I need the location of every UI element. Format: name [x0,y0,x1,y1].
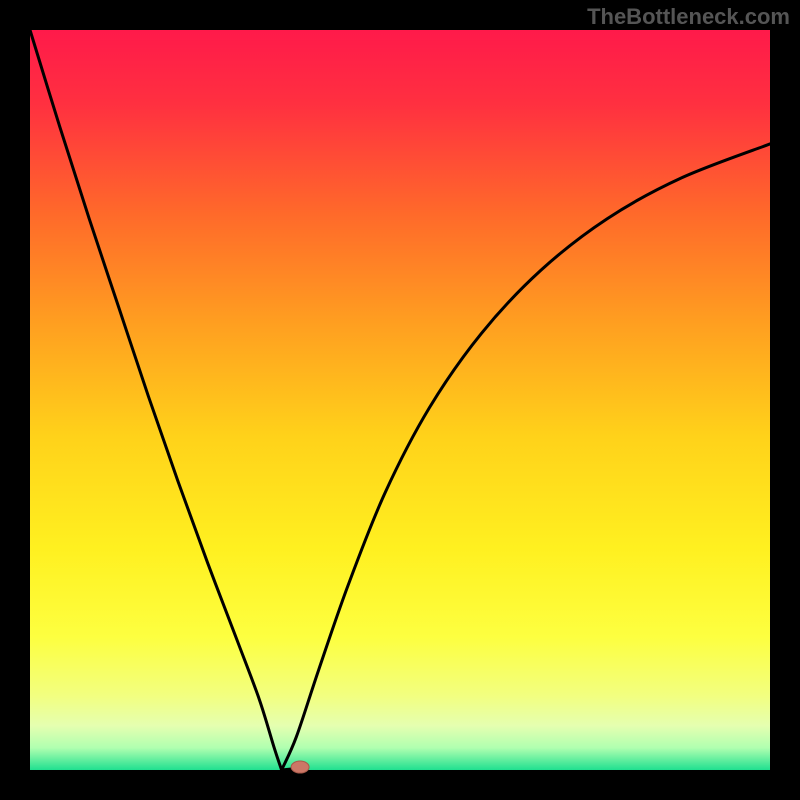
watermark-text: TheBottleneck.com [587,4,790,30]
plot-background [30,30,770,770]
optimal-point-marker [291,761,309,773]
plot-svg [0,0,800,800]
chart-canvas: TheBottleneck.com [0,0,800,800]
